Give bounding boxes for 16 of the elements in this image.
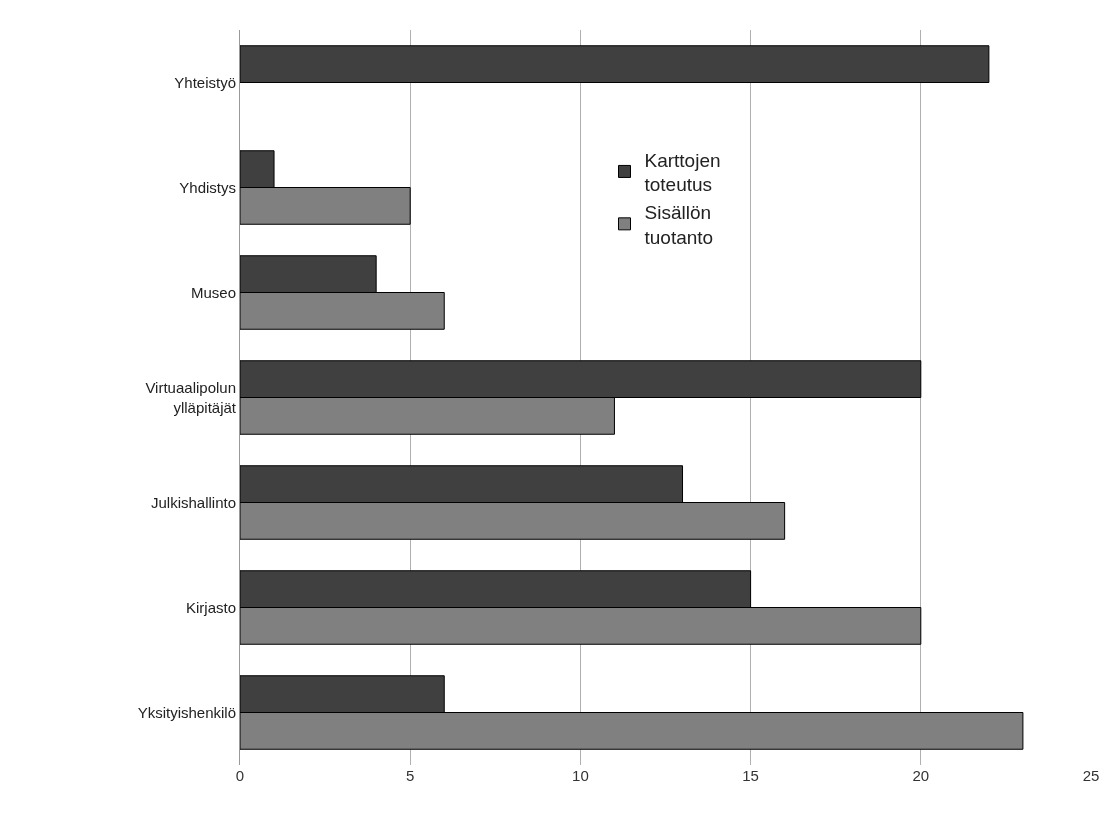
y-tick-label: Kirjasto bbox=[185, 598, 236, 616]
y-tick-label: Yhdistys bbox=[179, 178, 236, 196]
bar bbox=[240, 45, 990, 83]
x-tick-label: 10 bbox=[572, 767, 589, 784]
x-tick-label: 20 bbox=[912, 767, 930, 784]
y-tick-label: Virtuaalipolun ylläpitäjät bbox=[145, 379, 237, 416]
x-tick-label: 5 bbox=[406, 767, 415, 784]
legend-label: Karttojen toteutus bbox=[644, 149, 721, 196]
x-tick-label: 0 bbox=[235, 767, 245, 784]
y-tick-label: Yksityishenkilö bbox=[137, 703, 236, 721]
x-tick-label: 25 bbox=[1082, 767, 1100, 784]
y-tick-label: Julkishallinto bbox=[150, 493, 236, 511]
y-tick-label: Museo bbox=[190, 283, 236, 301]
y-tick-label: Yhteistyö bbox=[174, 73, 236, 91]
legend-label: Sisällön tuotanto bbox=[644, 201, 714, 248]
x-tick-label: 15 bbox=[742, 767, 759, 784]
